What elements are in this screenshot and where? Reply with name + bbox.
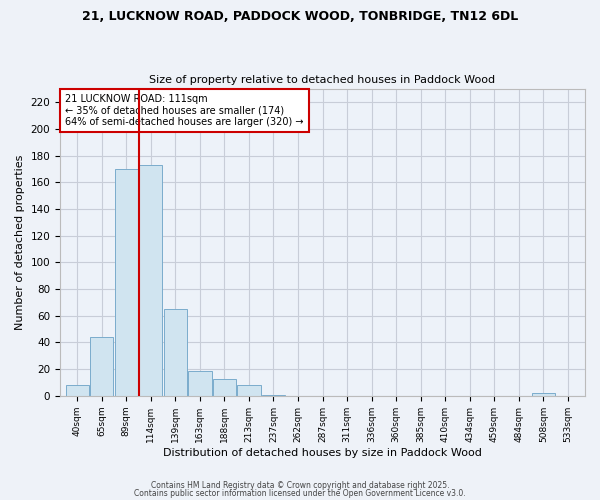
Text: Contains HM Land Registry data © Crown copyright and database right 2025.: Contains HM Land Registry data © Crown c… (151, 481, 449, 490)
Bar (532, 393, 555, 396)
Text: 21 LUCKNOW ROAD: 111sqm
← 35% of detached houses are smaller (174)
64% of semi-d: 21 LUCKNOW ROAD: 111sqm ← 35% of detache… (65, 94, 304, 127)
Bar (164, 309, 187, 396)
Text: 21, LUCKNOW ROAD, PADDOCK WOOD, TONBRIDGE, TN12 6DL: 21, LUCKNOW ROAD, PADDOCK WOOD, TONBRIDG… (82, 10, 518, 23)
Title: Size of property relative to detached houses in Paddock Wood: Size of property relative to detached ho… (149, 76, 496, 86)
Bar (188, 370, 212, 396)
Bar (139, 165, 163, 396)
Y-axis label: Number of detached properties: Number of detached properties (15, 155, 25, 330)
Bar (65, 385, 89, 396)
Text: Contains public sector information licensed under the Open Government Licence v3: Contains public sector information licen… (134, 488, 466, 498)
Bar (237, 385, 260, 396)
X-axis label: Distribution of detached houses by size in Paddock Wood: Distribution of detached houses by size … (163, 448, 482, 458)
Bar (90, 337, 113, 396)
Bar (115, 169, 138, 396)
Bar (213, 378, 236, 396)
Bar (262, 394, 285, 396)
